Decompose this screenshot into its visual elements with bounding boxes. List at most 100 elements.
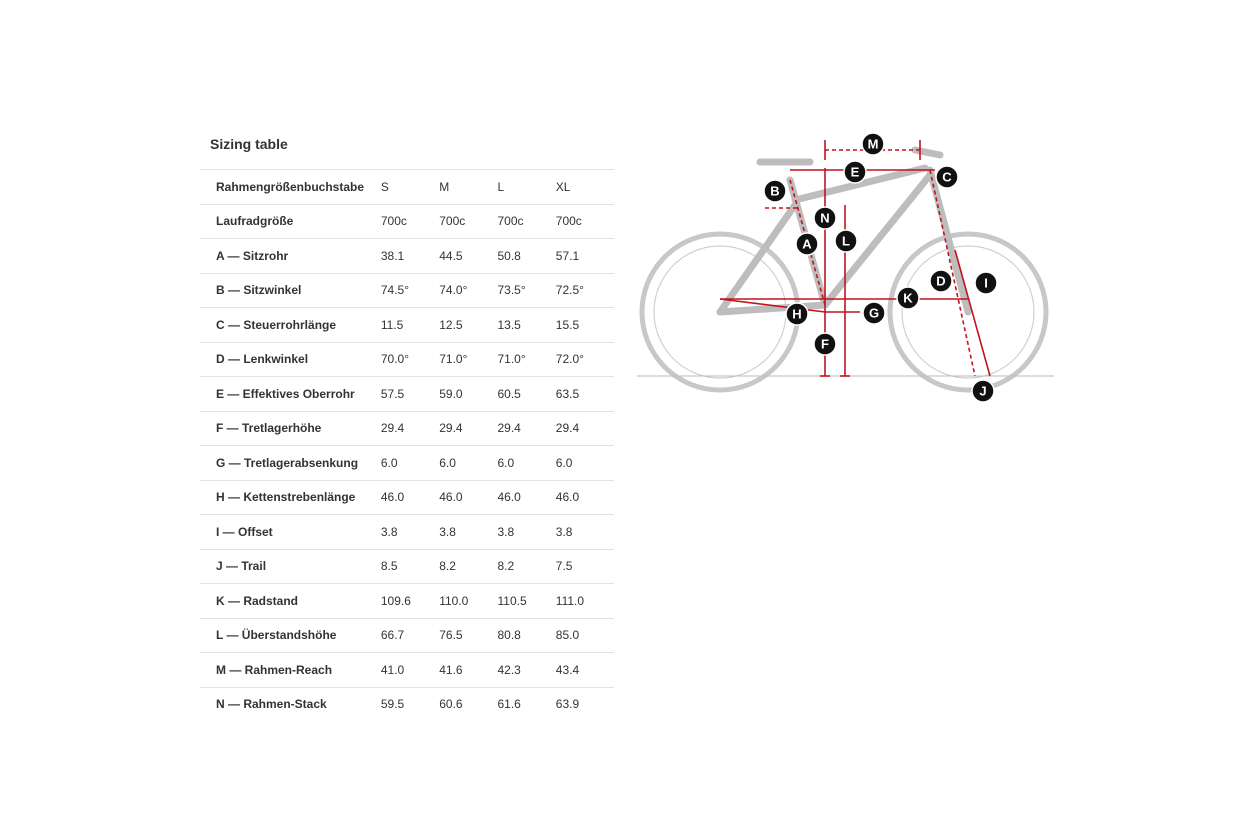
dimension-letter: D [936,274,945,289]
size-value: 109.6 [380,583,440,618]
size-value: 72.0° [555,341,614,377]
dimension-letter: B [770,184,779,199]
dimension-letter: J [979,384,986,399]
row-label: Rahmengrößenbuchstabe [200,169,381,204]
size-value: 73.5° [497,272,556,308]
size-value: 11.5 [380,307,440,342]
size-value: 700c [439,203,498,239]
bike-diagram: ME C B NA L D I K H G F J [637,132,1054,403]
size-value: 3.8 [497,514,556,549]
table-title: Sizing table [210,136,288,152]
label-badge [763,179,787,203]
size-value: XL [555,169,614,204]
size-value: 700c [555,203,614,239]
size-value: 29.4 [497,410,556,446]
size-value: 80.8 [497,617,556,653]
table-row: Laufradgröße 700c 700c 700c 700c [200,203,614,239]
label-badge [813,332,837,356]
table-row: A — Sitzrohr 38.1 44.5 50.8 57.1 [200,238,614,273]
table-row: G — Tretlagerabsenkung 6.0 6.0 6.0 6.0 [200,445,614,480]
row-label: E — Effektives Oberrohr [200,376,381,411]
label-badge [785,302,809,326]
size-value: 43.4 [555,652,614,687]
size-value: 3.8 [555,514,614,549]
size-value: 8.5 [380,548,440,584]
size-value: 6.0 [497,445,556,480]
size-value: S [380,169,440,204]
dimension-letter: L [842,234,850,249]
table-row: H — Kettenstrebenlänge 46.0 46.0 46.0 46.0 [200,479,614,515]
row-label: L — Überstandshöhe [200,617,381,653]
size-value: 3.8 [439,514,498,549]
size-value: L [497,169,556,204]
table-row: Rahmengrößenbuchstabe S M L XL [200,169,614,204]
label-badge [896,286,920,310]
label-badge [795,232,819,256]
row-label: D — Lenkwinkel [200,341,381,377]
size-value: 71.0° [439,341,498,377]
size-value: 38.1 [380,238,440,273]
row-label: Laufradgröße [200,203,381,239]
table-row: N — Rahmen-Stack 59.5 60.6 61.6 63.9 [200,686,614,721]
size-value: 60.5 [497,376,556,411]
size-value: 50.8 [497,238,556,273]
dimension-letter: C [942,170,952,185]
row-label: I — Offset [200,514,381,549]
size-value: 46.0 [497,479,556,515]
dimension-letter: F [821,337,829,352]
size-value: 46.0 [380,479,440,515]
size-value: 46.0 [439,479,498,515]
size-value: 72.5° [555,272,614,308]
size-value: 7.5 [555,548,614,584]
row-label: J — Trail [200,548,381,584]
size-value: 29.4 [380,410,440,446]
dimension-letter: I [984,276,988,291]
size-value: 29.4 [555,410,614,446]
table-row: B — Sitzwinkel 74.5° 74.0° 73.5° 72.5° [200,272,614,308]
size-value: 59.0 [439,376,498,411]
size-value: 42.3 [497,652,556,687]
size-value: 111.0 [555,583,614,618]
size-value: 700c [380,203,440,239]
row-label: G — Tretlagerabsenkung [200,445,381,480]
size-value: 60.6 [439,686,498,721]
dimension-letter: G [869,306,879,321]
row-label: A — Sitzrohr [200,238,381,273]
size-value: 74.0° [439,272,498,308]
size-value: 66.7 [380,617,440,653]
size-value: 57.1 [555,238,614,273]
size-value: 74.5° [380,272,440,308]
size-value: 76.5 [439,617,498,653]
row-label: C — Steuerrohrlänge [200,307,381,342]
dimension-letter: K [903,291,913,306]
size-value: 46.0 [555,479,614,515]
label-badge [861,132,885,156]
row-label: F — Tretlagerhöhe [200,410,381,446]
dimension-letter: M [868,137,879,152]
size-value: 13.5 [497,307,556,342]
table-row: I — Offset 3.8 3.8 3.8 3.8 [200,514,614,549]
size-value: 8.2 [497,548,556,584]
label-badge [935,165,959,189]
size-value: 44.5 [439,238,498,273]
dimension-letter: E [851,165,860,180]
table-row: F — Tretlagerhöhe 29.4 29.4 29.4 29.4 [200,410,614,446]
table-row: C — Steuerrohrlänge 11.5 12.5 13.5 15.5 [200,307,614,342]
size-value: M [439,169,498,204]
row-label: H — Kettenstrebenlänge [200,479,381,515]
size-value: 3.8 [380,514,440,549]
table-row: K — Radstand 109.6 110.0 110.5 111.0 [200,583,614,618]
row-label: M — Rahmen-Reach [200,652,381,687]
table-row: J — Trail 8.5 8.2 8.2 7.5 [200,548,614,584]
dimension-letter: A [802,237,812,252]
size-value: 700c [497,203,556,239]
row-label: K — Radstand [200,583,381,618]
size-value: 8.2 [439,548,498,584]
size-value: 61.6 [497,686,556,721]
label-badge [971,379,995,403]
label-badge [843,160,867,184]
size-value: 41.6 [439,652,498,687]
table-row: M — Rahmen-Reach 41.0 41.6 42.3 43.4 [200,652,614,687]
label-badge [834,229,858,253]
